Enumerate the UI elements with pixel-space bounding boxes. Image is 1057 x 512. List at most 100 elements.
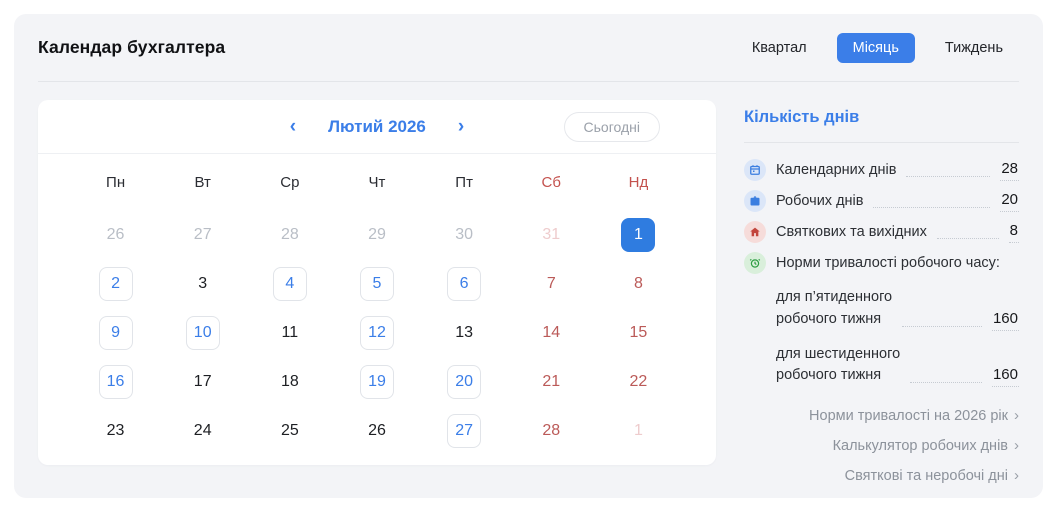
weekday-label: Сб — [541, 173, 561, 191]
day-cell: 14 — [508, 308, 595, 357]
day-cell: 30 — [421, 210, 508, 259]
week-row: 9 10 11 12 13 14 15 — [72, 308, 682, 357]
day-cell: 31 — [508, 210, 595, 259]
calendar-day[interactable]: 9 — [98, 315, 133, 350]
calendar-day: 25 — [280, 421, 299, 439]
stat-value: 8 — [1008, 222, 1019, 243]
calendar-day[interactable]: 20 — [447, 364, 482, 399]
calendar-day[interactable]: 2 — [98, 266, 133, 301]
day-cell: 28 — [508, 406, 595, 455]
day-cell: 11 — [246, 308, 333, 357]
day-cell: 19 — [333, 357, 420, 406]
calendar-day[interactable]: 19 — [359, 364, 394, 399]
day-cell: 4 — [246, 259, 333, 308]
calendar-day: 27 — [193, 225, 212, 243]
stat-value: 20 — [1000, 191, 1019, 212]
view-tabs: Квартал Місяць Тиждень — [736, 32, 1019, 63]
calendar-day: 21 — [542, 372, 561, 390]
side-link[interactable]: Калькулятор робочих днів › — [744, 437, 1019, 454]
calendar-day: 8 — [633, 274, 643, 292]
norm-row: для п’ятиденного робочого тижня 160 — [776, 287, 1019, 331]
norm-value: 160 — [991, 310, 1019, 331]
day-cell: 24 — [159, 406, 246, 455]
week-row: 16 17 18 19 20 21 22 — [72, 357, 682, 406]
stat-value: 28 — [1000, 160, 1019, 181]
calendar-day[interactable]: 10 — [185, 315, 220, 350]
weekday-label: Пт — [455, 173, 473, 191]
calendar-day[interactable]: 4 — [272, 266, 307, 301]
calendar-day: 24 — [193, 421, 212, 439]
calendar-day[interactable]: 1 — [621, 217, 656, 252]
day-cell: 9 — [72, 308, 159, 357]
dotted-leader — [902, 325, 982, 327]
calendar-day: 3 — [198, 274, 208, 292]
calendar-grid: 26 27 28 29 30 31 1 2 3 4 5 6 7 8 9 10 11 12 13 14 15 16 17 18 1… — [38, 210, 716, 455]
calendar-day: 23 — [106, 421, 125, 439]
calendar-day: 28 — [542, 421, 561, 439]
tab-week[interactable]: Тиждень — [944, 39, 1003, 56]
calendar-day[interactable]: 5 — [359, 266, 394, 301]
day-cell: 29 — [333, 210, 420, 259]
day-cell: 16 — [72, 357, 159, 406]
chevron-right-icon: › — [1014, 467, 1019, 484]
week-row: 26 27 28 29 30 31 1 — [72, 210, 682, 259]
calendar-card: ‹ Лютий 2026 › Сьогодні Пн Вт Ср Чт Пт Сб Нд 2… — [38, 100, 716, 465]
side-link-label: Калькулятор робочих днів — [832, 437, 1008, 454]
stat-row: Календарних днів 28 — [744, 159, 1019, 181]
header: Календар бухгалтера Квартал Місяць Тижде… — [38, 14, 1019, 82]
side-link-label: Норми тривалості на 2026 рік — [809, 407, 1008, 424]
calendar-day: 17 — [193, 372, 212, 390]
calendar-day: 18 — [280, 372, 299, 390]
norm-label: для шестиденного робочого тижня — [776, 345, 901, 384]
side-link[interactable]: Норми тривалості на 2026 рік › — [744, 407, 1019, 424]
weekday-label: Ср — [280, 173, 300, 191]
weekday-label: Нд — [628, 173, 649, 191]
day-cell: 22 — [595, 357, 682, 406]
month-switcher: ‹ Лютий 2026 › — [38, 115, 716, 138]
day-cell: 5 — [333, 259, 420, 308]
calendar-day: 26 — [368, 421, 386, 439]
stats-list: Календарних днів 28 Робочих днів 20 Святкови… — [744, 159, 1019, 274]
next-month-icon[interactable]: › — [457, 116, 465, 137]
day-cell: 7 — [508, 259, 595, 308]
weekday-label: Чт — [368, 173, 386, 191]
tab-quarter[interactable]: Квартал — [751, 39, 807, 56]
page-title: Календар бухгалтера — [38, 37, 226, 57]
day-cell: 6 — [421, 259, 508, 308]
stat-label: Святкових та вихідних — [776, 223, 927, 240]
norm-row: для шестиденного робочого тижня 160 — [776, 344, 1019, 387]
side-link[interactable]: Святкові та неробочі дні › — [744, 467, 1019, 484]
calendar-day: 28 — [280, 225, 299, 243]
calendar-day: 26 — [106, 225, 125, 243]
stat-label: Календарних днів — [776, 161, 897, 178]
day-cell: 1 — [595, 406, 682, 455]
calendar-icon — [744, 159, 766, 181]
today-button[interactable]: Сьогодні — [563, 111, 660, 142]
calendar-day[interactable]: 6 — [447, 266, 482, 301]
day-cell: 10 — [159, 308, 246, 357]
month-label: Лютий 2026 — [328, 116, 426, 136]
day-cell: 26 — [333, 406, 420, 455]
calendar-day: 31 — [542, 225, 561, 243]
stat-row: Норми тривалості робочого часу: — [744, 252, 1019, 274]
calendar-day: 14 — [542, 323, 561, 341]
day-cell: 21 — [508, 357, 595, 406]
calendar-day: 15 — [629, 323, 648, 341]
day-cell: 20 — [421, 357, 508, 406]
weekday-header-row: Пн Вт Ср Чт Пт Сб Нд — [38, 154, 716, 210]
calendar-day: 7 — [546, 274, 556, 292]
house-icon — [744, 221, 766, 243]
day-cell: 17 — [159, 357, 246, 406]
related-links: Норми тривалості на 2026 рік › Калькулятор… — [744, 407, 1019, 484]
dotted-leader — [873, 207, 991, 208]
prev-month-icon[interactable]: ‹ — [289, 116, 297, 137]
chevron-right-icon: › — [1014, 407, 1019, 424]
day-cell: 15 — [595, 308, 682, 357]
week-row: 23 24 25 26 27 28 1 — [72, 406, 682, 455]
side-link-label: Святкові та неробочі дні — [844, 467, 1008, 484]
calendar-day[interactable]: 16 — [98, 364, 133, 399]
calendar-day[interactable]: 12 — [359, 315, 394, 350]
days-count-panel: Кількість днів Календарних днів 28 Робочих… — [744, 100, 1019, 497]
calendar-day[interactable]: 27 — [447, 413, 482, 448]
tab-month[interactable]: Місяць — [836, 32, 915, 63]
